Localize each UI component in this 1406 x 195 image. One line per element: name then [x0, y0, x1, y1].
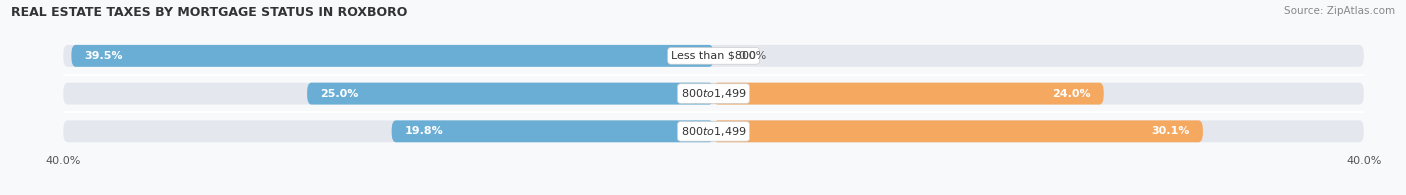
- FancyBboxPatch shape: [72, 45, 713, 67]
- Text: 39.5%: 39.5%: [84, 51, 122, 61]
- Text: 24.0%: 24.0%: [1052, 89, 1091, 99]
- Text: Source: ZipAtlas.com: Source: ZipAtlas.com: [1284, 6, 1395, 16]
- Text: 0.0%: 0.0%: [738, 51, 766, 61]
- FancyBboxPatch shape: [307, 83, 713, 105]
- Text: 25.0%: 25.0%: [321, 89, 359, 99]
- FancyBboxPatch shape: [713, 120, 1204, 142]
- FancyBboxPatch shape: [392, 120, 713, 142]
- Text: REAL ESTATE TAXES BY MORTGAGE STATUS IN ROXBORO: REAL ESTATE TAXES BY MORTGAGE STATUS IN …: [11, 6, 408, 19]
- Text: 19.8%: 19.8%: [405, 126, 443, 136]
- Text: $800 to $1,499: $800 to $1,499: [681, 87, 747, 100]
- Text: $800 to $1,499: $800 to $1,499: [681, 125, 747, 138]
- Text: Less than $800: Less than $800: [671, 51, 756, 61]
- FancyBboxPatch shape: [63, 120, 1364, 142]
- FancyBboxPatch shape: [63, 83, 1364, 105]
- Text: 30.1%: 30.1%: [1152, 126, 1189, 136]
- FancyBboxPatch shape: [713, 83, 1104, 105]
- FancyBboxPatch shape: [63, 45, 1364, 67]
